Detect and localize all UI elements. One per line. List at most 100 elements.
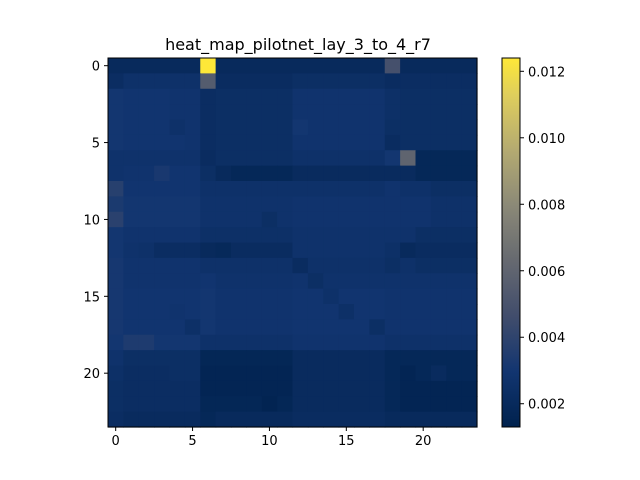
heatmap-cell	[430, 257, 447, 274]
heatmap-cell	[430, 119, 447, 136]
heatmap-cell	[200, 242, 217, 259]
heatmap-cell	[430, 227, 447, 244]
heatmap-cell	[369, 134, 386, 151]
heatmap-cell	[277, 396, 294, 413]
heatmap-cell	[123, 334, 140, 351]
heatmap-cell	[384, 288, 401, 305]
heatmap-cell	[246, 73, 263, 90]
heatmap-cell	[200, 88, 217, 105]
heatmap-cell	[323, 119, 340, 136]
heatmap-cell	[169, 396, 186, 413]
heatmap-cell	[354, 242, 370, 259]
heatmap-cell	[292, 196, 309, 213]
heatmap-cell	[292, 365, 309, 382]
heatmap-cell	[277, 196, 294, 213]
heatmap-cell	[430, 365, 447, 382]
heatmap-cell	[338, 365, 355, 382]
heatmap-cell	[154, 211, 171, 228]
heatmap-cell	[292, 411, 309, 428]
heatmap-cell	[354, 350, 370, 367]
heatmap-cell	[292, 304, 309, 320]
heatmap-cell	[138, 104, 155, 121]
heatmap-cell	[461, 242, 478, 259]
heatmap-cell	[400, 396, 417, 413]
heatmap-cell	[307, 288, 324, 305]
heatmap-cell	[446, 211, 463, 228]
heatmap-cell	[215, 288, 232, 305]
heatmap-cell	[108, 304, 124, 320]
heatmap-cell	[354, 104, 370, 121]
heatmap-cell	[400, 88, 417, 105]
heatmap-cell	[246, 211, 263, 228]
heatmap-cell	[215, 88, 232, 105]
heatmap-cell	[169, 181, 186, 197]
heatmap-cell	[415, 334, 432, 351]
heatmap-cell	[292, 119, 309, 136]
heatmap-cell	[154, 119, 171, 136]
heatmap-cell	[277, 288, 294, 305]
heatmap-cell	[231, 196, 247, 213]
heatmap-cell	[200, 134, 217, 151]
heatmap-cell	[169, 319, 186, 336]
heatmap-cell	[154, 104, 171, 121]
heatmap-cell	[231, 257, 247, 274]
heatmap-cell	[400, 73, 417, 90]
heatmap-cell	[246, 196, 263, 213]
heatmap-cell	[338, 196, 355, 213]
heatmap-cell	[123, 257, 140, 274]
heatmap-cell	[369, 319, 386, 336]
heatmap-cell	[138, 134, 155, 151]
heatmap-cell	[338, 288, 355, 305]
heatmap-cell	[123, 396, 140, 413]
heatmap-cell	[277, 119, 294, 136]
heatmap-cell	[108, 104, 124, 121]
heatmap-cell	[461, 227, 478, 244]
heatmap-cell	[277, 73, 294, 90]
heatmap-cell	[215, 257, 232, 274]
heatmap-cell	[354, 119, 370, 136]
heatmap-cell	[338, 73, 355, 90]
heatmap-cell	[323, 304, 340, 320]
heatmap-cell	[307, 134, 324, 151]
heatmap-cell	[400, 380, 417, 397]
heatmap-cell	[123, 365, 140, 382]
heatmap-cell	[123, 58, 140, 74]
heatmap-cell	[277, 273, 294, 290]
heatmap-cell	[138, 319, 155, 336]
heatmap-cell	[307, 58, 324, 74]
heatmap-cell	[246, 396, 263, 413]
heatmap-cell	[354, 411, 370, 428]
heatmap-cell	[200, 104, 217, 121]
heatmap-cell	[108, 319, 124, 336]
heatmap-cell	[231, 273, 247, 290]
heatmap-cell	[446, 350, 463, 367]
heatmap-cell	[323, 58, 340, 74]
heatmap-cell	[215, 304, 232, 320]
heatmap-cell	[154, 257, 171, 274]
heatmap-cell	[446, 319, 463, 336]
heatmap-cell	[231, 365, 247, 382]
heatmap-cell	[415, 350, 432, 367]
heatmap-cell	[430, 104, 447, 121]
heatmap-cell	[231, 58, 247, 74]
heatmap-cell	[400, 104, 417, 121]
heatmap-cell	[231, 288, 247, 305]
colorbar-tick-label: 0.010	[528, 132, 565, 147]
heatmap-cell	[369, 380, 386, 397]
heatmap-cell	[123, 196, 140, 213]
heatmap-cell	[292, 227, 309, 244]
heatmap-cell	[184, 211, 201, 228]
heatmap-cell	[292, 257, 309, 274]
heatmap-cell	[169, 242, 186, 259]
heatmap-cell	[123, 104, 140, 121]
heatmap-cell	[277, 380, 294, 397]
heatmap-cell	[138, 150, 155, 167]
heatmap-cell	[384, 411, 401, 428]
heatmap-cell	[307, 334, 324, 351]
heatmap-cell	[138, 257, 155, 274]
heatmap-cell	[138, 396, 155, 413]
heatmap-cell	[123, 181, 140, 197]
x-tick-label: 20	[415, 434, 432, 449]
heatmap-cell	[246, 365, 263, 382]
heatmap-cell	[369, 119, 386, 136]
